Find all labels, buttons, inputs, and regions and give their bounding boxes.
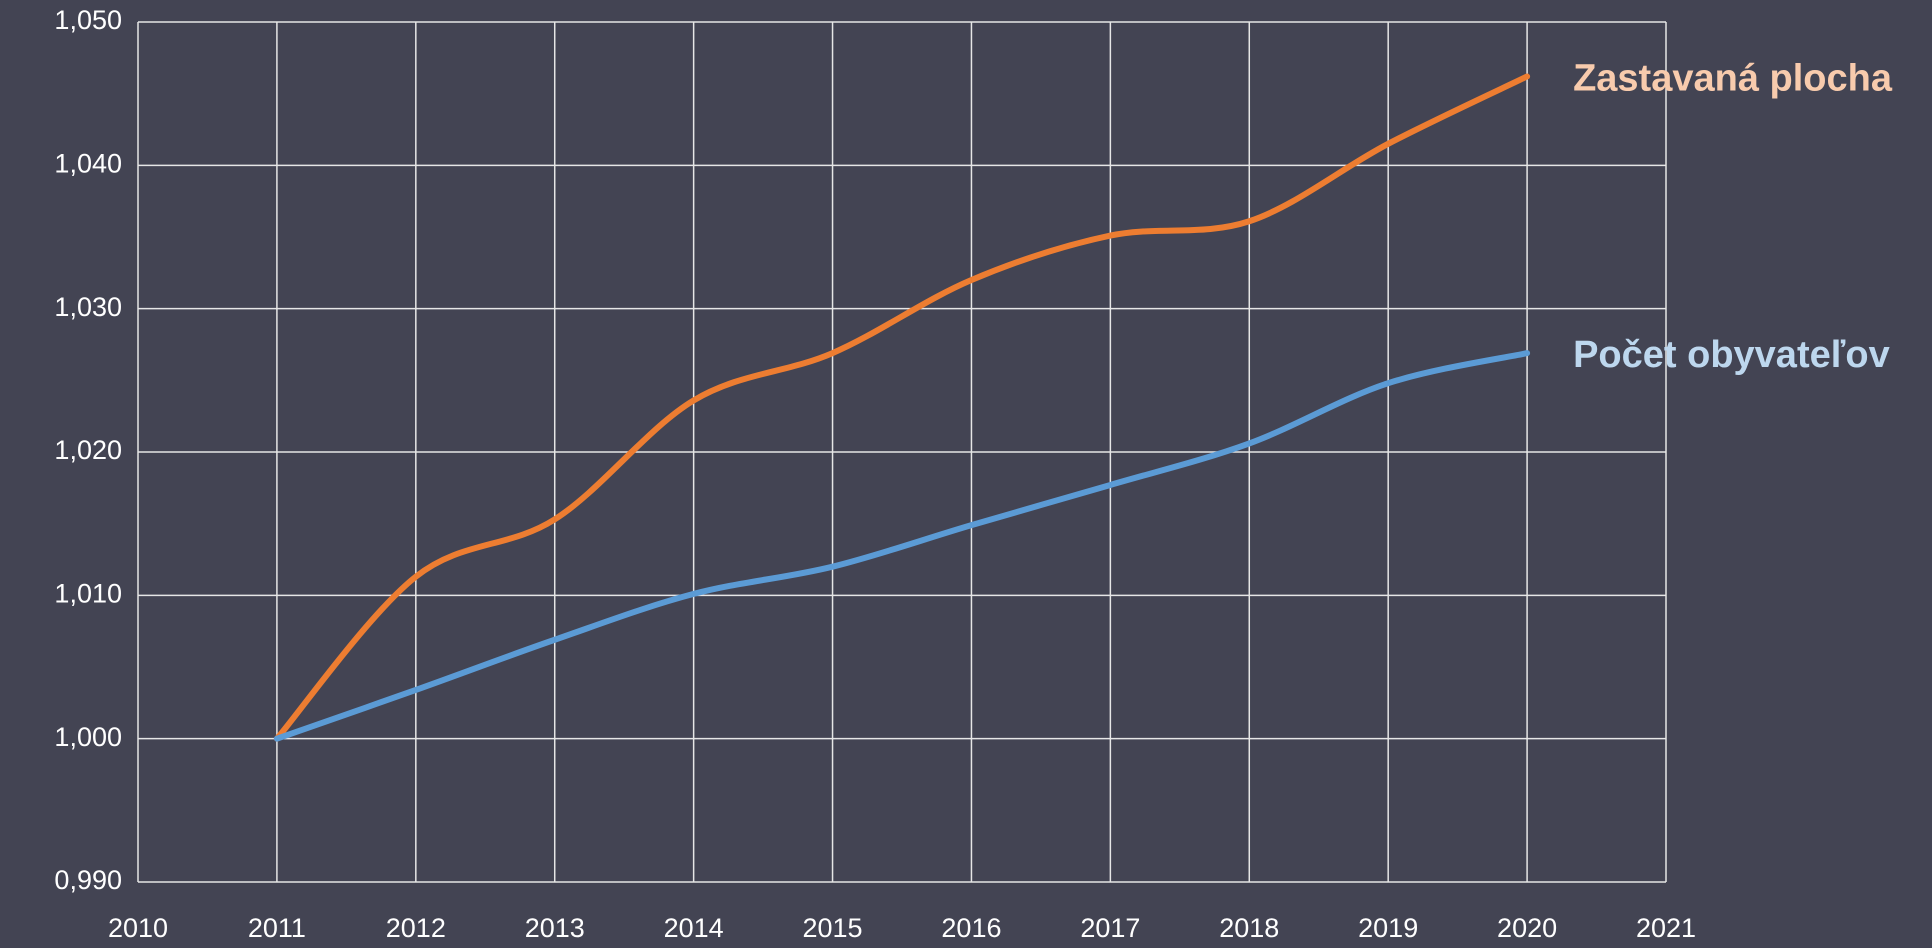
series-line [273,350,1531,742]
series-line [273,73,1531,742]
x-tick-label: 2020 [1497,913,1557,943]
x-tick-label: 2017 [1080,913,1140,943]
series-label: Zastavaná plocha [1573,57,1893,99]
y-tick-label: 1,040 [54,148,122,178]
x-tick-label: 2010 [108,913,168,943]
y-tick-label: 0,990 [54,865,122,895]
x-tick-label: 2015 [803,913,863,943]
x-tick-label: 2014 [664,913,724,943]
y-tick-label: 1,030 [54,292,122,322]
y-tick-label: 1,050 [54,5,122,35]
y-tick-label: 1,000 [54,722,122,752]
x-tick-label: 2019 [1358,913,1418,943]
x-tick-label: 2018 [1219,913,1279,943]
x-tick-label: 2013 [525,913,585,943]
y-tick-label: 1,010 [54,578,122,608]
y-tick-label: 1,020 [54,435,122,465]
x-tick-label: 2012 [386,913,446,943]
x-tick-label: 2011 [248,913,306,943]
x-tick-label: 2016 [941,913,1001,943]
x-tick-label: 2021 [1636,913,1696,943]
series-label: Počet obyvateľov [1573,334,1890,376]
